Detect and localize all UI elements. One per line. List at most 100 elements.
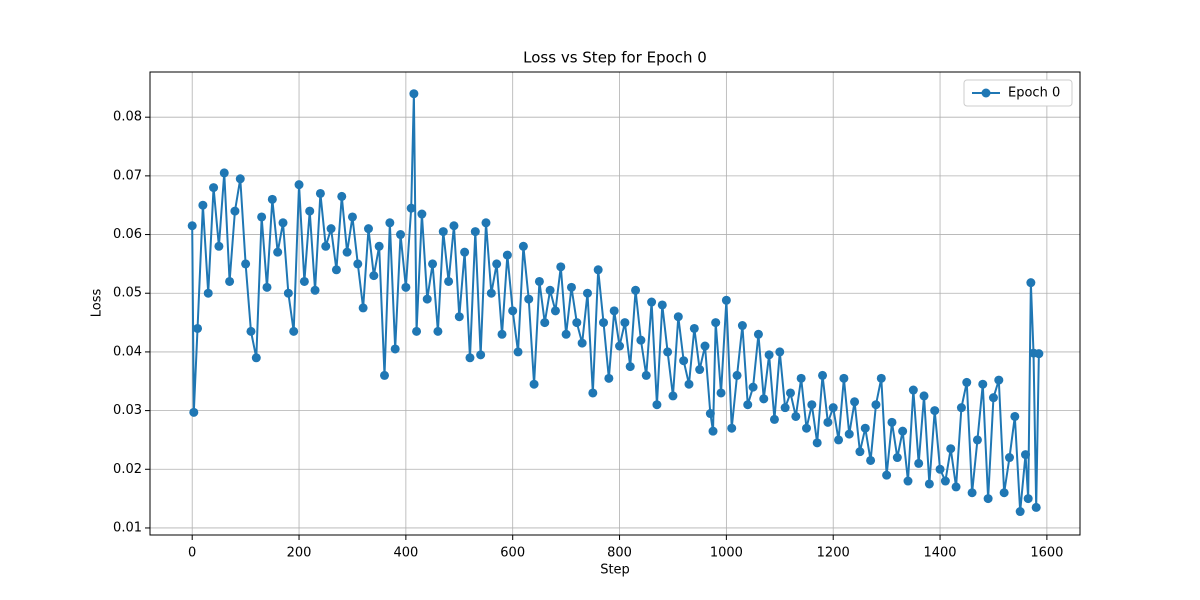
point bbox=[727, 423, 737, 433]
point bbox=[711, 318, 721, 328]
point bbox=[708, 426, 718, 436]
point bbox=[940, 476, 950, 486]
point bbox=[673, 312, 683, 322]
point bbox=[417, 209, 427, 219]
point bbox=[647, 297, 657, 307]
legend-marker bbox=[981, 88, 991, 98]
point bbox=[241, 259, 251, 269]
point bbox=[721, 295, 731, 305]
point bbox=[615, 341, 625, 351]
point bbox=[412, 326, 422, 336]
point bbox=[321, 241, 331, 251]
y-axis-label: Loss bbox=[90, 289, 105, 318]
y-tick-label: 0.04 bbox=[113, 344, 142, 359]
x-tick-label: 600 bbox=[500, 546, 525, 561]
point bbox=[492, 259, 502, 269]
point bbox=[1026, 278, 1036, 288]
point bbox=[802, 423, 812, 433]
point bbox=[518, 241, 528, 251]
point bbox=[331, 265, 341, 275]
point bbox=[1031, 502, 1041, 512]
point bbox=[935, 464, 945, 474]
y-tick-label: 0.07 bbox=[113, 168, 142, 183]
point bbox=[967, 488, 977, 498]
point bbox=[844, 429, 854, 439]
point bbox=[860, 423, 870, 433]
point bbox=[465, 353, 475, 363]
point bbox=[470, 227, 480, 237]
point bbox=[737, 321, 747, 331]
point bbox=[828, 403, 838, 413]
point bbox=[347, 212, 357, 222]
point bbox=[315, 188, 325, 198]
point bbox=[566, 282, 576, 292]
point bbox=[390, 344, 400, 354]
point bbox=[198, 200, 208, 210]
point bbox=[524, 294, 534, 304]
point bbox=[609, 306, 619, 316]
point bbox=[508, 306, 518, 316]
point bbox=[305, 206, 315, 216]
point bbox=[620, 318, 630, 328]
legend-label: Epoch 0 bbox=[1008, 86, 1060, 101]
point bbox=[289, 326, 299, 336]
point bbox=[428, 259, 438, 269]
point bbox=[882, 470, 892, 480]
point bbox=[1015, 507, 1025, 517]
point bbox=[497, 329, 507, 339]
x-tick-label: 800 bbox=[607, 546, 632, 561]
point bbox=[187, 221, 197, 231]
y-tick-label: 0.06 bbox=[113, 227, 142, 242]
point bbox=[924, 479, 934, 489]
chart-title: Loss vs Step for Epoch 0 bbox=[523, 49, 707, 67]
point bbox=[353, 259, 363, 269]
point bbox=[1004, 453, 1014, 463]
point bbox=[310, 285, 320, 295]
x-tick-label: 1600 bbox=[1030, 546, 1063, 561]
point bbox=[908, 385, 918, 395]
point bbox=[631, 285, 641, 295]
point bbox=[871, 400, 881, 410]
point bbox=[759, 394, 769, 404]
point bbox=[358, 303, 368, 313]
point bbox=[556, 262, 566, 272]
point bbox=[791, 411, 801, 421]
point bbox=[433, 326, 443, 336]
point bbox=[561, 329, 571, 339]
point bbox=[460, 247, 470, 257]
point bbox=[209, 183, 219, 193]
x-tick-label: 400 bbox=[393, 546, 418, 561]
point bbox=[994, 375, 1004, 385]
point bbox=[785, 388, 795, 398]
point bbox=[903, 476, 913, 486]
point bbox=[999, 488, 1009, 498]
point bbox=[855, 447, 865, 457]
point bbox=[486, 288, 496, 298]
point bbox=[695, 365, 705, 375]
point bbox=[374, 241, 384, 251]
point bbox=[369, 271, 379, 281]
point bbox=[604, 373, 614, 383]
point bbox=[743, 400, 753, 410]
point bbox=[705, 409, 715, 419]
point bbox=[438, 227, 448, 237]
point bbox=[534, 276, 544, 286]
point bbox=[342, 247, 352, 257]
point bbox=[582, 288, 592, 298]
point bbox=[850, 397, 860, 407]
point bbox=[812, 438, 822, 448]
point bbox=[876, 373, 886, 383]
point bbox=[636, 335, 646, 345]
y-tick-label: 0.05 bbox=[113, 286, 142, 301]
point bbox=[668, 391, 678, 401]
point bbox=[337, 191, 347, 201]
point bbox=[946, 444, 956, 454]
point bbox=[764, 350, 774, 360]
point bbox=[326, 224, 336, 234]
x-axis-label: Step bbox=[600, 563, 630, 578]
point bbox=[193, 323, 203, 333]
x-tick-label: 1400 bbox=[923, 546, 956, 561]
point bbox=[663, 347, 673, 357]
point bbox=[930, 406, 940, 416]
